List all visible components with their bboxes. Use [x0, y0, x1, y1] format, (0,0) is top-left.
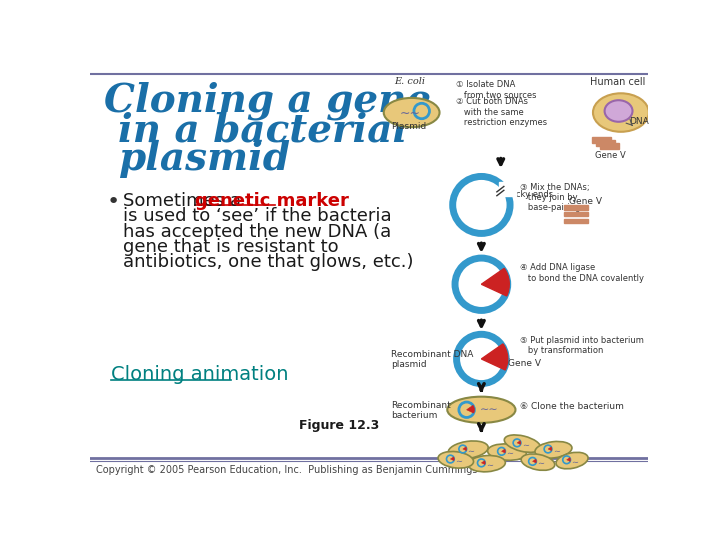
Text: E. coli: E. coli [394, 77, 425, 86]
Text: Sometimes a: Sometimes a [122, 192, 246, 210]
Text: ① Isolate DNA
   from two sources: ① Isolate DNA from two sources [456, 80, 536, 99]
Ellipse shape [384, 98, 439, 127]
Text: Recombinant DNA
plasmid: Recombinant DNA plasmid [391, 350, 473, 369]
Ellipse shape [521, 454, 554, 470]
Text: ∼: ∼ [506, 449, 513, 458]
Wedge shape [482, 268, 509, 296]
Text: ③ Mix the DNAs;
   they join by
   base-pairing: ③ Mix the DNAs; they join by base-pairin… [520, 183, 590, 212]
Text: ∼∼: ∼∼ [480, 405, 498, 415]
Text: Cloning a gene: Cloning a gene [104, 82, 431, 120]
Text: ④ Add DNA ligase
   to bond the DNA covalently: ④ Add DNA ligase to bond the DNA covalen… [520, 264, 644, 283]
Text: genetic marker: genetic marker [194, 192, 348, 210]
Text: Figure 12.3: Figure 12.3 [300, 419, 379, 432]
Text: is used to ‘see’ if the bacteria: is used to ‘see’ if the bacteria [122, 207, 391, 225]
Text: in a bacterial: in a bacterial [118, 111, 407, 149]
Ellipse shape [487, 444, 526, 460]
Text: Plasmid: Plasmid [391, 122, 426, 131]
Ellipse shape [449, 441, 488, 458]
Ellipse shape [605, 100, 632, 122]
Bar [600, 143, 618, 148]
Ellipse shape [447, 397, 516, 423]
Text: Gene V: Gene V [569, 197, 602, 206]
Bar [564, 219, 588, 224]
Ellipse shape [593, 93, 649, 132]
Ellipse shape [468, 456, 505, 472]
Wedge shape [502, 449, 505, 453]
Wedge shape [482, 461, 485, 464]
Text: •: • [107, 192, 120, 212]
Ellipse shape [535, 442, 572, 458]
Wedge shape [567, 457, 570, 462]
Bar [593, 137, 611, 143]
Wedge shape [482, 344, 508, 370]
Text: Cloning animation: Cloning animation [111, 365, 289, 384]
Bar [596, 140, 615, 146]
Text: DNA: DNA [629, 117, 649, 126]
Ellipse shape [504, 435, 541, 453]
Bar [564, 205, 588, 210]
Text: antibiotics, one that glows, etc.): antibiotics, one that glows, etc.) [122, 253, 413, 272]
Wedge shape [451, 457, 454, 461]
Text: has accepted the new DNA (a: has accepted the new DNA (a [122, 222, 391, 241]
Text: ⑤ Put plasmid into bacterium
   by transformation: ⑤ Put plasmid into bacterium by transfor… [520, 336, 644, 355]
Text: Copyright © 2005 Pearson Education, Inc.  Publishing as Benjamin Cummings: Copyright © 2005 Pearson Education, Inc.… [96, 465, 477, 475]
Wedge shape [467, 406, 474, 413]
Wedge shape [517, 441, 521, 444]
Text: gene that is resistant to: gene that is resistant to [122, 238, 338, 256]
Wedge shape [533, 459, 536, 463]
Text: ∼: ∼ [537, 459, 544, 468]
Text: ∼: ∼ [571, 457, 578, 467]
Text: Gene V: Gene V [508, 359, 541, 368]
Text: ∼∼: ∼∼ [400, 106, 421, 119]
Text: Gene V: Gene V [595, 151, 626, 160]
Text: ∼: ∼ [553, 447, 559, 456]
Text: ∼: ∼ [467, 447, 474, 456]
Bar [564, 212, 588, 217]
Text: Sticky ends: Sticky ends [505, 190, 554, 199]
Ellipse shape [438, 451, 474, 468]
Text: ② Cut both DNAs
   with the same
   restriction enzymes: ② Cut both DNAs with the same restrictio… [456, 97, 547, 127]
Text: ∼: ∼ [522, 441, 528, 450]
Text: plasmid: plasmid [118, 140, 290, 178]
Text: ∼: ∼ [455, 457, 462, 465]
Text: Human cell: Human cell [590, 77, 645, 87]
Ellipse shape [556, 453, 588, 469]
Text: ⑥ Clone the bacterium: ⑥ Clone the bacterium [520, 402, 624, 411]
Text: Recombinant
bacterium: Recombinant bacterium [391, 401, 451, 420]
Wedge shape [548, 447, 552, 451]
Bar [499, 182, 516, 195]
Text: ∼: ∼ [486, 461, 493, 470]
Wedge shape [463, 447, 467, 451]
